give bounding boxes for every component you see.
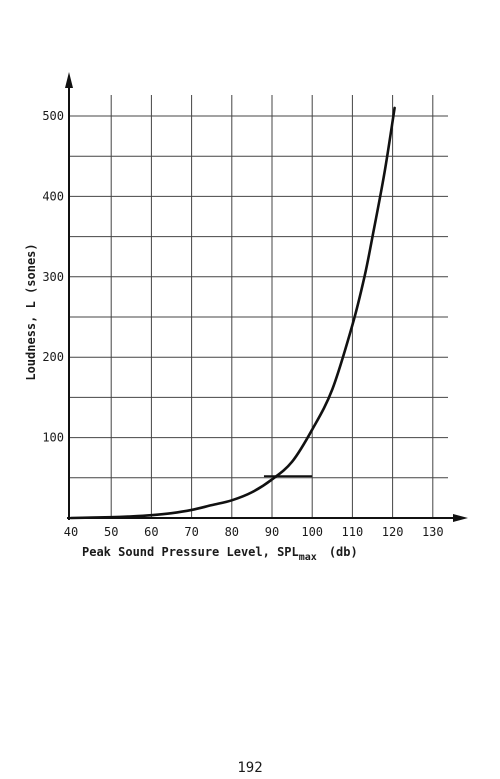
loudness-curve bbox=[69, 106, 396, 520]
x-tick-label: 130 bbox=[422, 525, 444, 539]
x-tick-label: 50 bbox=[104, 525, 118, 539]
y-tick-label: 300 bbox=[42, 270, 64, 284]
y-tick-label: 400 bbox=[42, 189, 64, 203]
y-tick-label: 100 bbox=[42, 431, 64, 445]
x-tick-label: 90 bbox=[265, 525, 279, 539]
page-number: 192 bbox=[237, 760, 263, 776]
x-tick-label: 120 bbox=[382, 525, 404, 539]
x-tick-label: 40 bbox=[64, 525, 78, 539]
axes bbox=[65, 72, 468, 522]
y-axis-arrow bbox=[65, 72, 73, 88]
grid bbox=[69, 95, 448, 518]
y-axis-label: Loudness, L (sones) bbox=[24, 243, 38, 380]
x-tick-label: 80 bbox=[225, 525, 239, 539]
x-axis-arrow bbox=[453, 514, 468, 522]
x-tick-label: 100 bbox=[301, 525, 323, 539]
y-tick-label: 500 bbox=[42, 109, 64, 123]
tick-labels: 40 50 60 70 80 90 100 110 120 130 100 200 300 400 500 bbox=[42, 109, 443, 539]
series bbox=[69, 106, 396, 520]
x-axis-label: Peak Sound Pressure Level, SPLmax (db) bbox=[82, 545, 358, 563]
x-tick-label: 60 bbox=[144, 525, 158, 539]
y-tick-label: 200 bbox=[42, 350, 64, 364]
x-tick-label: 110 bbox=[342, 525, 364, 539]
x-tick-label: 70 bbox=[184, 525, 198, 539]
